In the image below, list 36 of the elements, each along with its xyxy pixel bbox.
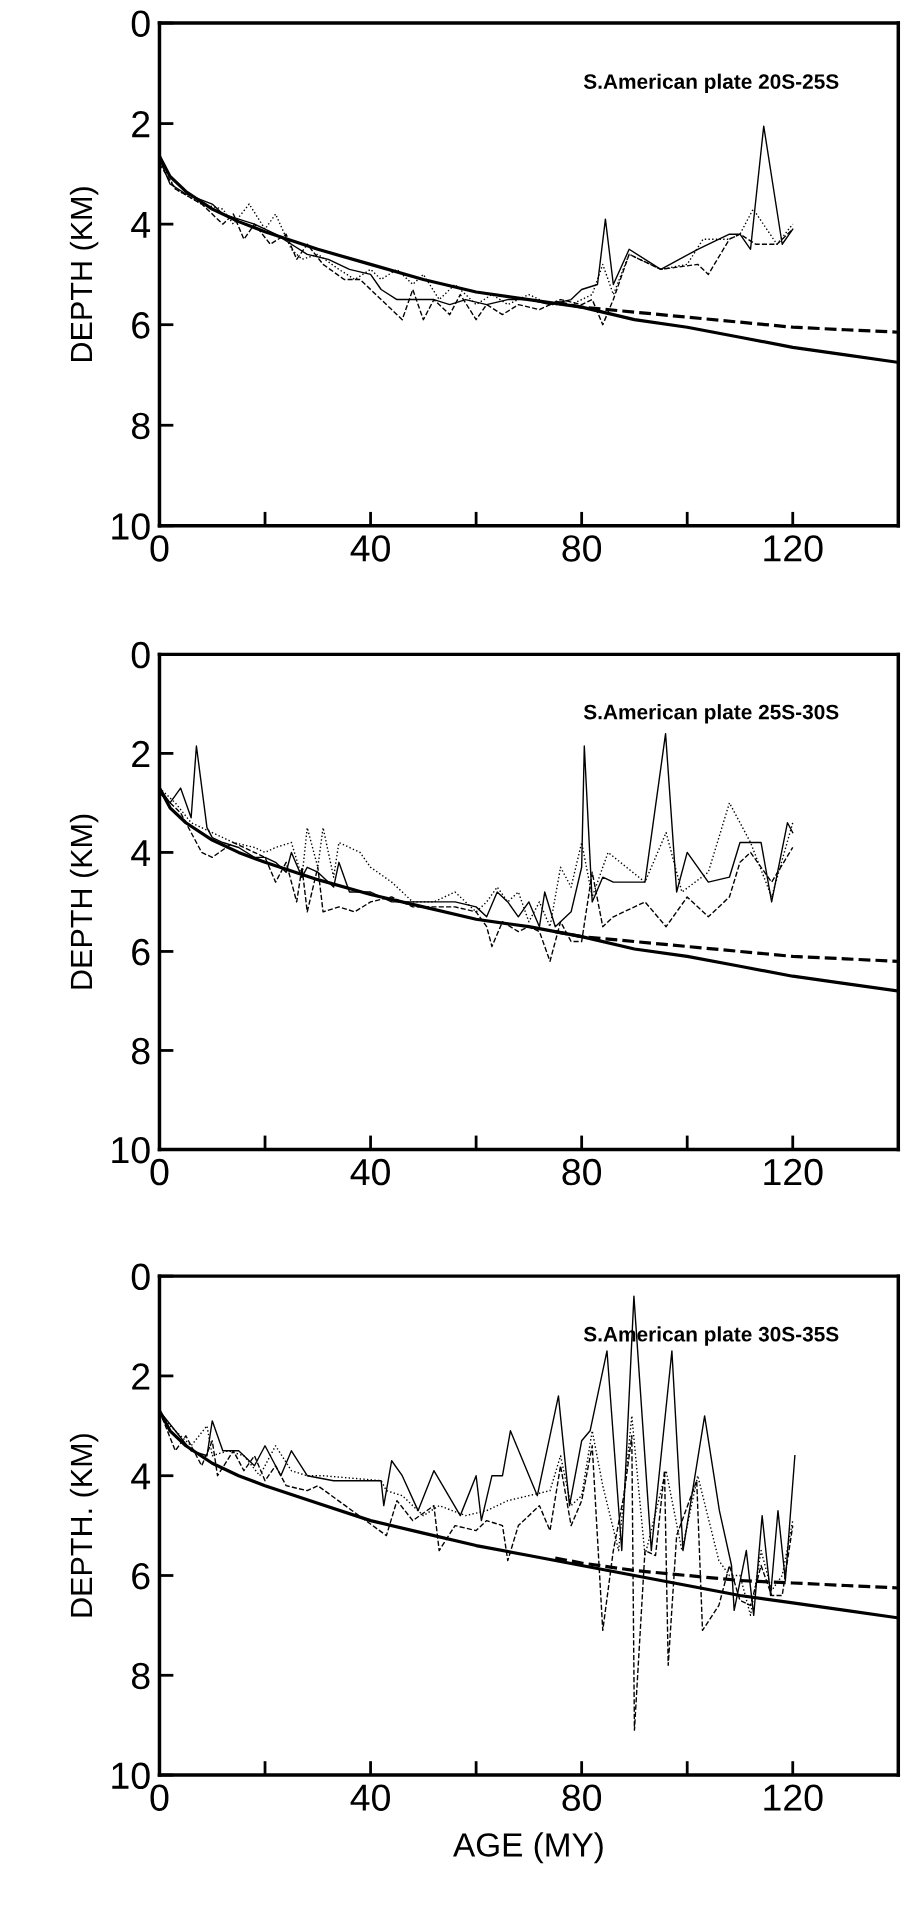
y-tick-label: 0 [131,641,150,669]
y-axis-title: DEPTH (KM) [69,187,99,362]
y-tick-label: 8 [131,412,150,440]
y-axis-title: DEPTH. (KM) [69,1434,99,1617]
y-tick-label: 10 [112,513,150,540]
y-tick-label: 2 [132,1363,150,1390]
y-axis-title: DEPTH (KM) [69,814,99,989]
y-tick-label: 10 [112,1136,150,1164]
y-tick-label: 10 [112,1762,150,1790]
y-tick-label: 6 [132,938,150,966]
x-tick-label: 40 [350,535,390,562]
x-tick-label: 40 [350,1784,390,1811]
x-tick-label: 0 [150,535,169,562]
x-tick-label: 120 [764,1784,823,1811]
x-tick-label: 0 [150,1784,169,1811]
y-tick-label: 0 [131,1263,150,1291]
y-tick-label: 4 [131,1463,151,1490]
annotation: S.American plate 20S-25S [583,73,839,94]
x-tick-label: 120 [764,535,823,562]
x-tick-label: 0 [150,1158,169,1186]
y-tick-label: 8 [131,1662,150,1690]
x-tick-label: 80 [562,535,602,562]
x-tick-label: 80 [562,1784,602,1811]
y-tick-label: 6 [132,1562,150,1590]
x-tick-label: 120 [764,1158,823,1186]
y-tick-label: 2 [132,740,150,767]
y-tick-label: 4 [131,211,151,238]
annotation: S.American plate 25S-30S [583,704,839,724]
y-tick-label: 8 [131,1037,150,1065]
y-tick-label: 6 [132,312,150,339]
y-tick-label: 0 [131,10,150,37]
x-tick-label: 40 [350,1158,390,1186]
x-tick-label: 80 [562,1158,602,1186]
y-tick-label: 4 [131,840,151,867]
x-axis-title: AGE (MY) [453,1832,603,1864]
y-tick-label: 2 [132,110,150,138]
